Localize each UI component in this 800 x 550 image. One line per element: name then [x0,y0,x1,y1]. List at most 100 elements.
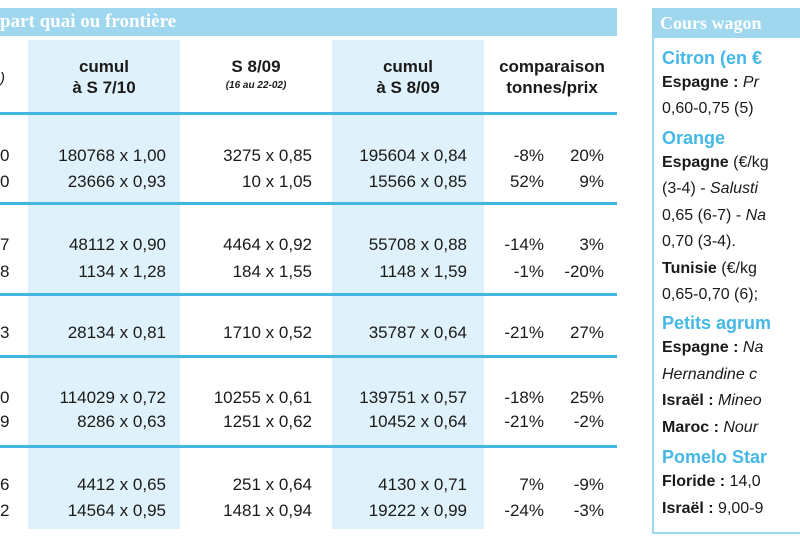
group-divider [0,445,617,448]
sidebar-text-line: Espagne : Pr [662,74,759,92]
sidebar-variety: Pr [738,74,759,91]
row-lead: 7 [0,235,10,254]
sidebar-value: 0,60-0,75 (5) [662,100,754,117]
sidebar-variety: Hernandine c [662,366,758,383]
cell-cumul-s8: 1148 x 1,59 [379,262,467,281]
sidebar-variety: Nour [718,419,759,436]
cell-s8: 1710 x 0,52 [223,323,312,342]
sidebar-label: Tunisie [662,260,717,277]
cell-cumul-s7: 4412 x 0,65 [77,475,166,494]
cell-pct-tonnes: 7% [519,475,544,494]
cell-s8: 4464 x 0,92 [223,235,312,254]
column-header-dates: (16 au 22-02) [225,80,287,91]
sidebar-variety: Salusti [710,180,759,197]
cell-cumul-s8: 195604 x 0,84 [359,146,467,165]
cell-cumul-s7: 114029 x 0,72 [59,388,167,407]
sidebar-label: Espagne : [662,339,739,356]
stub-header-fragment: ) [0,70,5,87]
cell-s8: 184 x 1,55 [232,262,312,281]
group-divider [0,355,617,358]
row-lead: 2 [0,501,10,520]
column-header-cumul-s7: cumul à S 7/10 [28,56,180,98]
cell-pct-tonnes: -18% [504,388,544,407]
row-lead: 0 [0,172,10,191]
sidebar-text-line: 0,65-0,70 (6); [662,286,758,304]
row-lead: 3 [0,323,10,342]
group-divider [0,293,617,296]
cell-pct-tonnes: -8% [513,146,544,165]
sidebar-value: (€/kg [728,154,769,171]
sidebar-value: 14,0 [725,473,761,490]
column-header-comparison: comparaison tonnes/prix [488,56,616,98]
header-divider [0,112,617,115]
sidebar-category-heading: Orange [662,128,726,148]
sidebar-value: (€/kg [716,260,757,277]
cell-pct-prix: -2% [573,412,604,431]
sidebar-value: 0,65-0,70 (6); [662,286,759,303]
cell-pct-tonnes: -14% [504,235,544,254]
row-lead: 6 [0,475,10,494]
cell-pct-tonnes: -21% [504,323,544,342]
cell-cumul-s8: 19222 x 0,99 [368,501,467,520]
cell-cumul-s7: 1134 x 1,28 [78,262,166,281]
sidebar-category-heading: Petits agrum [662,313,772,333]
sidebar-text-line: Floride : 14,0 [662,473,761,491]
sidebar-text-line: 0,70 (3-4). [662,233,736,251]
cell-s8: 3275 x 0,85 [223,146,312,165]
price-sidebar: Cours wagon Citron (en € Espagne : Pr 0,60… [652,8,800,534]
sidebar-variety: Na [738,339,764,356]
cell-cumul-s8: 139751 x 0,57 [359,388,467,407]
sidebar-text-line: Espagne (€/kg [662,154,769,172]
cell-s8: 10 x 1,05 [242,172,312,191]
cell-pct-prix: 25% [569,388,604,407]
row-lead: 0 [0,388,10,407]
sidebar-label: Espagne [662,154,729,171]
column-header-cumul-s8: cumul à S 8/09 [332,56,484,98]
cell-cumul-s7: 180768 x 1,00 [58,146,166,165]
cell-cumul-s8: 35787 x 0,64 [368,323,467,342]
cell-pct-prix: -9% [573,475,604,494]
column-header-line: comparaison [499,57,605,76]
cell-pct-tonnes: -24% [504,501,544,520]
sidebar-text-line: Tunisie (€/kg [662,260,757,278]
cell-cumul-s7: 8286 x 0,63 [77,412,166,431]
sidebar-text-line: Israël : Mineo [662,392,762,410]
cell-pct-prix: 27% [569,323,604,342]
sidebar-label: Maroc : [662,419,719,436]
cell-cumul-s7: 48112 x 0,90 [68,235,166,254]
column-header-line: cumul [382,57,434,76]
cell-cumul-s7: 23666 x 0,93 [67,172,166,191]
column-header-line: S 8/09 [231,57,281,76]
cell-pct-prix: -20% [564,262,604,281]
column-header-line: à S 8/09 [376,78,440,97]
cell-pct-prix: 3% [579,235,604,254]
cell-cumul-s7: 28134 x 0,81 [67,323,166,342]
sidebar-category-heading: Pomelo Star [662,447,768,467]
cell-cumul-s8: 15566 x 0,85 [368,172,467,191]
cell-s8: 10255 x 0,61 [213,388,312,407]
cell-s8: 1481 x 0,94 [223,501,312,520]
sidebar-text-line: Espagne : Na [662,339,763,357]
sidebar-label: Israël : [662,392,714,409]
sidebar-text-line: Israël : 9,00-9 [662,500,763,518]
cell-cumul-s7: 14564 x 0,95 [67,501,166,520]
sidebar-label: Floride : [662,473,726,490]
cell-pct-prix: -3% [573,501,604,520]
sidebar-title: Cours wagon [660,13,762,33]
cell-pct-tonnes: -21% [504,412,544,431]
sidebar-label: Espagne : [662,74,739,91]
sidebar-variety: Mineo [713,392,762,409]
sidebar-label: Israël : [662,500,714,517]
row-lead: 0 [0,146,10,165]
sidebar-value: 0,65 (6-7) - [662,207,746,224]
cell-s8: 251 x 0,64 [232,475,312,494]
sidebar-text-line: 0,65 (6-7) - Na [662,207,766,225]
cell-cumul-s8: 55708 x 0,88 [368,235,467,254]
column-header-line: tonnes/prix [506,78,598,97]
table-header-bar: part quai ou frontière [0,8,617,36]
row-lead: 8 [0,262,10,281]
cell-cumul-s8: 10452 x 0,64 [368,412,467,431]
column-header-line: à S 7/10 [72,78,136,97]
sidebar-text-line: 0,60-0,75 (5) [662,100,754,118]
sidebar-text-line: (3-4) - Salusti [662,180,758,198]
